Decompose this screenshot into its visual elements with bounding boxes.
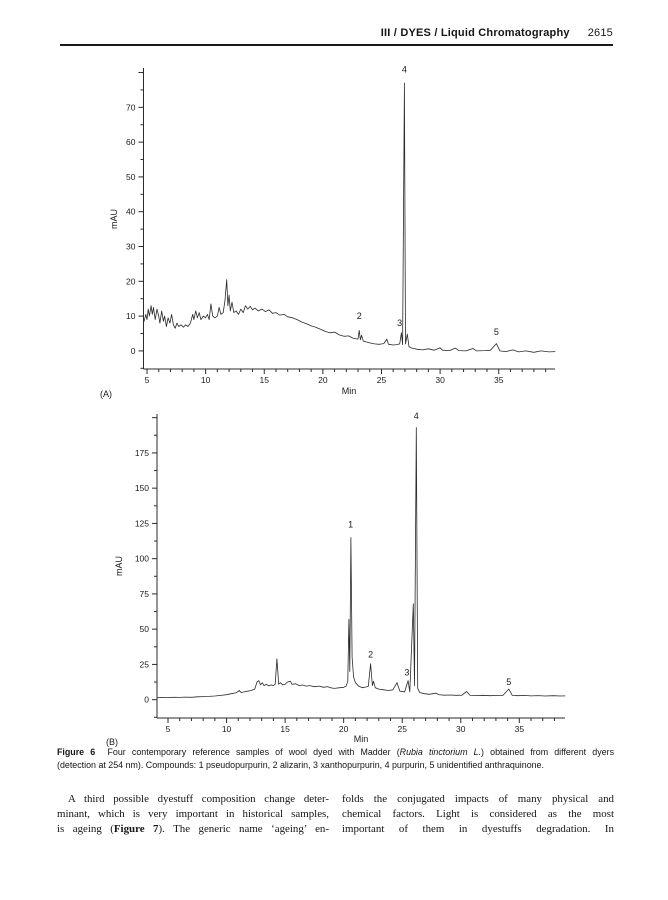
y-axis-title-b: mAU xyxy=(114,556,124,576)
text-segment: ) obtained from different dyers xyxy=(481,747,615,757)
body-column-left: A third possible dyestuff composition ch… xyxy=(57,792,329,836)
x-tick-label: 15 xyxy=(280,724,290,734)
x-tick-label: 30 xyxy=(456,724,466,734)
text-segment: Figure 6 xyxy=(57,747,108,757)
text-segment: ). The generic name ‘ageing’ en- xyxy=(158,822,329,835)
text-line: minant, which is very important in histo… xyxy=(57,807,329,822)
text-segment: Rubia tinctorium L. xyxy=(399,747,482,757)
figure-6-chromatograms: Min mAU (A) 5 10 15 20 25 30 35010203040506070… xyxy=(100,65,566,747)
body-column-right: folds the conjugated impacts of many phy… xyxy=(342,792,614,836)
chromatogram-trace xyxy=(143,82,556,353)
text-line: A third possible dyestuff composition ch… xyxy=(57,792,329,807)
y-tick-label: 0 xyxy=(144,695,149,705)
peak-label: 5 xyxy=(506,677,511,687)
y-tick-label: 10 xyxy=(126,311,136,321)
y-tick-label: 60 xyxy=(126,137,136,147)
text-line: chemical factors. Light is considered as… xyxy=(342,807,614,822)
text-segment: folds the conjugated impacts of many phy… xyxy=(342,793,614,805)
y-tick-label: 100 xyxy=(135,554,149,564)
panel-label-a: (A) xyxy=(100,389,112,399)
text-line: Figure 6 Four contemporary reference sam… xyxy=(57,746,614,759)
y-tick-label: 150 xyxy=(135,483,149,493)
header-rule xyxy=(60,44,613,46)
x-tick-label: 30 xyxy=(435,375,445,385)
chromatogram-trace xyxy=(156,427,566,698)
y-tick-label: 0 xyxy=(131,346,136,356)
header-page-number: 2615 xyxy=(587,27,613,39)
text-segment: minant, which is very important in histo… xyxy=(57,807,329,820)
peak-label: 4 xyxy=(402,65,407,75)
x-tick-label: 35 xyxy=(494,375,504,385)
peak-label: 2 xyxy=(368,649,373,659)
y-tick-label: 40 xyxy=(126,207,136,217)
y-tick-label: 50 xyxy=(126,172,136,182)
x-tick-label: 10 xyxy=(222,724,232,734)
text-line: folds the conjugated impacts of many phy… xyxy=(342,792,614,807)
x-tick-label: 25 xyxy=(397,724,407,734)
x-tick-label: 5 xyxy=(166,724,171,734)
x-axis-title-b: Min xyxy=(354,734,369,744)
y-tick-label: 30 xyxy=(126,242,136,252)
x-tick-label: 10 xyxy=(201,375,211,385)
x-tick-label: 15 xyxy=(260,375,270,385)
figure-caption: Figure 6 Four contemporary reference sam… xyxy=(57,746,614,773)
running-header: III / DYES / Liquid Chromatography 2615 xyxy=(60,27,613,39)
chromatogram-panel-a: Min mAU (A) 5 10 15 20 25 30 35010203040506070… xyxy=(100,65,556,399)
y-tick-label: 125 xyxy=(135,518,149,528)
y-tick-label: 70 xyxy=(126,102,136,112)
text-segment: is ageing ( xyxy=(57,822,114,835)
peak-label: 2 xyxy=(357,311,362,321)
x-tick-label: 35 xyxy=(515,724,525,734)
peak-label: 5 xyxy=(494,327,499,337)
x-tick-label: 20 xyxy=(318,375,328,385)
peak-label: 1 xyxy=(348,520,353,530)
text-line: (detection at 254 nm). Compounds: 1 pseu… xyxy=(57,759,614,772)
header-title: III / DYES / Liquid Chromatography xyxy=(380,27,570,39)
body-text: A third possible dyestuff composition ch… xyxy=(57,792,614,836)
x-tick-label: 20 xyxy=(339,724,349,734)
text-segment: (detection at 254 nm). Compounds: 1 pseu… xyxy=(57,760,544,771)
text-segment: important of them in dyestuffs degradati… xyxy=(342,822,614,835)
text-segment: Four contemporary reference samples of w… xyxy=(107,747,400,757)
text-segment: A third possible dyestuff composition ch… xyxy=(68,793,329,805)
text-line: important of them in dyestuffs degradati… xyxy=(342,822,614,837)
y-tick-label: 20 xyxy=(126,276,136,286)
text-line: is ageing (Figure 7). The generic name ‘… xyxy=(57,822,329,837)
x-tick-label: 25 xyxy=(377,375,387,385)
y-tick-label: 175 xyxy=(135,448,149,458)
y-tick-label: 50 xyxy=(140,624,150,634)
text-segment: Figure 7 xyxy=(113,822,159,835)
x-tick-label: 5 xyxy=(145,375,150,385)
y-axis-title-a: mAU xyxy=(109,209,119,229)
y-tick-label: 75 xyxy=(140,589,150,599)
y-tick-label: 25 xyxy=(140,659,150,669)
chromatogram-panel-b: Min mAU (B) 5 10 15 20 25 30 35025507510012515… xyxy=(106,411,566,747)
peak-label: 3 xyxy=(397,318,402,328)
text-segment: chemical factors. Light is considered as… xyxy=(342,807,614,820)
x-axis-title-a: Min xyxy=(342,386,357,396)
peak-label: 3 xyxy=(404,668,409,678)
peak-label: 4 xyxy=(414,411,419,421)
